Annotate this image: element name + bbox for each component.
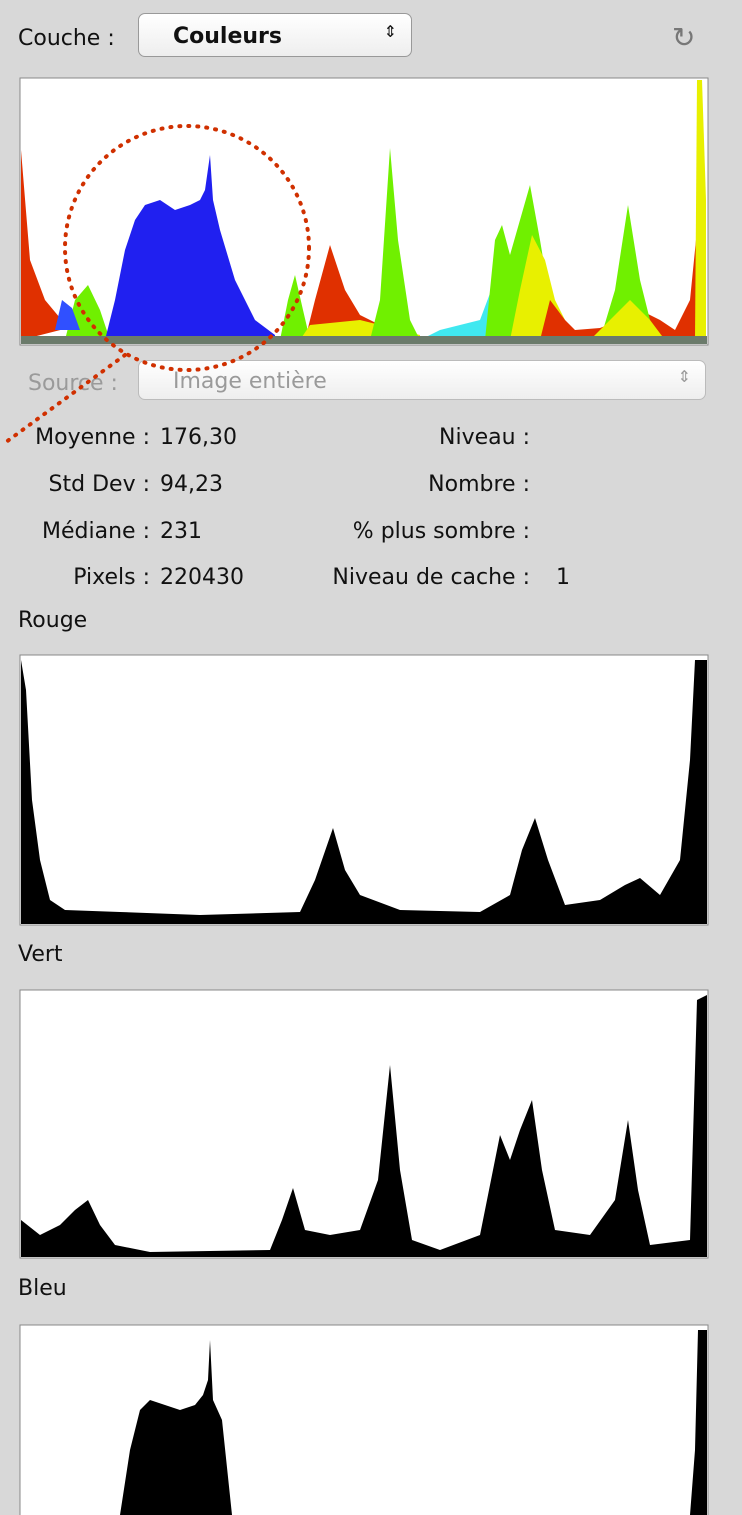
popup-arrows: ⇕: [677, 367, 691, 386]
stat-value: 94,23: [160, 472, 223, 497]
stat-value: 1: [556, 565, 570, 590]
stat-label: % plus sombre :: [352, 519, 530, 544]
blue-histogram: [690, 1330, 707, 1515]
histogram-frame: [19, 1324, 709, 1515]
popup-arrows: ⇕: [383, 22, 397, 41]
stat-value: 220430: [160, 565, 244, 590]
layer-label: Couche :: [18, 26, 115, 51]
blue-area: [105, 155, 275, 340]
stat-label: Niveau de cache :: [332, 565, 530, 590]
annotation-circle: [63, 124, 311, 372]
stat-value: 231: [160, 519, 202, 544]
green-area: [600, 205, 655, 340]
stat-label: Médiane :: [42, 519, 150, 544]
yellow-area: [590, 300, 665, 340]
histogram-frame: [19, 989, 709, 1259]
layer-popup[interactable]: Couleurs ⇕: [138, 13, 412, 57]
layer-value: Couleurs: [173, 24, 282, 49]
red-histogram: [21, 660, 707, 924]
yellow-area: [510, 235, 580, 340]
stat-label: Pixels :: [73, 565, 150, 590]
blue-histogram: [120, 1340, 232, 1515]
green-histogram: [21, 995, 707, 1257]
histogram-frame: [19, 654, 709, 926]
green-area: [280, 275, 310, 340]
red-area: [540, 200, 700, 340]
red-area: [21, 150, 80, 340]
stat-label: Std Dev :: [48, 472, 150, 497]
channel-label: Rouge: [18, 608, 88, 633]
stat-label: Moyenne :: [35, 425, 150, 450]
channel-label: Bleu: [18, 1276, 67, 1301]
source-value: Image entière: [173, 369, 327, 394]
yellow-area: [695, 80, 706, 340]
green-area: [370, 148, 420, 340]
blue-area: [55, 300, 80, 330]
channel-label: Vert: [18, 942, 63, 967]
red-area: [305, 245, 380, 340]
stat-label: Niveau :: [439, 425, 530, 450]
stat-label: Nombre :: [428, 472, 530, 497]
refresh-icon[interactable]: ↻: [672, 21, 696, 54]
overlap-base: [21, 336, 707, 344]
source-popup[interactable]: Image entière ⇕: [138, 360, 706, 400]
annotation-line: [0, 353, 127, 447]
stat-value: 176,30: [160, 425, 237, 450]
